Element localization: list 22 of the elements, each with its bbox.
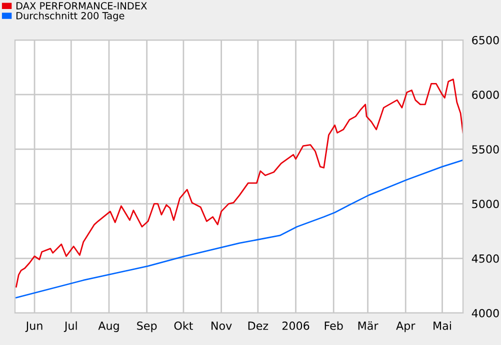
y-tick-label: 5500 [472, 145, 499, 154]
x-tick-label: Apr [396, 322, 416, 332]
x-tick-label: 2006 [282, 322, 310, 330]
x-tick-label: Jun [25, 322, 42, 332]
line-series [16, 159, 463, 298]
legend-label: Durchschnitt 200 Tage [16, 12, 124, 22]
y-tick-label: 5000 [472, 200, 499, 208]
x-tick-label: Feb [324, 321, 343, 330]
x-tick-label: Nov [212, 322, 232, 330]
line-series [16, 78, 463, 288]
y-tick-label: 4000 [472, 308, 499, 318]
x-tick-label: Okt [174, 321, 193, 330]
y-tick-label: 4500 [472, 254, 499, 263]
x-tick-label: Mär [358, 321, 378, 330]
y-tick-label: 6500 [472, 36, 499, 44]
x-tick-label: Dez [248, 322, 268, 330]
x-tick-label: Jul [64, 321, 77, 332]
legend-label: DAX PERFORMANCE-INDEX [16, 2, 147, 10]
x-tick-label: Mai [434, 321, 451, 330]
y-tick-label: 6000 [472, 90, 499, 99]
x-tick-label: Sep [137, 322, 157, 332]
x-tick-label: Aug [98, 322, 119, 332]
